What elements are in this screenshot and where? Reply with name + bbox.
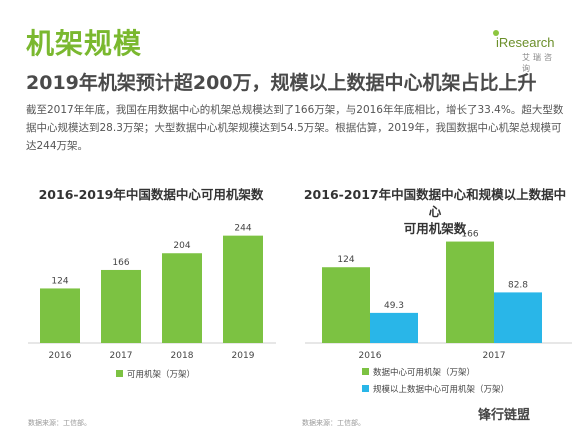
chart1-tick-label: 2018 [171,351,194,361]
chart2-title-line2: 可用机架数 [403,221,467,236]
logo-dot-icon [493,30,499,36]
chart2-title: 2016-2017年中国数据中心和规模以上数据中心 可用机架数 [300,186,570,237]
chart2-title-line1: 2016-2017年中国数据中心和规模以上数据中心 [303,187,567,219]
chart1-source: 数据来源：工信部。 [28,419,91,427]
chart1-tick-label: 2016 [49,351,72,361]
chart1-title: 2016-2019年中国数据中心可用机架数 [38,187,264,202]
chart1-data-label: 244 [234,224,251,234]
chart2-bar [494,292,542,343]
chart1-legend-label: 可用机架（万架） [127,369,195,380]
chart1-bar [40,288,80,343]
chart2-tick-label: 2017 [483,351,506,361]
page-title: 机架规模 [26,27,143,60]
chart2-bar [446,241,494,343]
chart2-data-label: 166 [461,230,478,240]
summary-paragraph: 截至2017年年底，我国在用数据中心的机架总规模达到了166万架，与2016年年… [26,104,564,152]
chart2-data-label: 82.8 [508,280,528,290]
chart2-data-label: 124 [337,255,354,265]
chart2-legend-label: 数据中心可用机架（万架） [373,367,475,378]
chart1-data-label: 124 [51,276,68,286]
chart1-bar [223,235,263,343]
chart2-legend-swatch [362,385,369,392]
watermark-text: 锋行链盟 [478,408,531,423]
logo-text: iResearch [496,35,555,50]
chart2-legend-swatch [362,368,369,375]
chart1-legend-swatch [116,370,123,377]
chart2-bar [370,312,418,343]
chart2-source: 数据来源：工信部。 [302,419,365,427]
chart1-data-label: 204 [173,241,190,251]
chart2-data-label: 49.3 [384,301,404,311]
chart2-legend-label: 规模以上数据中心可用机架（万架） [373,384,509,395]
chart1-tick-label: 2019 [232,351,255,361]
chart1-bar [162,253,202,343]
chart1-tick-label: 2017 [110,351,133,361]
chart1-data-label: 166 [112,258,129,268]
iresearch-logo: iResearch 艾瑞咨询 [488,30,562,73]
chart2-bar [322,267,370,343]
page-subtitle: 2019年机架预计超200万，规模以上数据中心机架占比上升 [26,72,537,94]
chart2-tick-label: 2016 [359,351,382,361]
logo-cn-text: 艾瑞咨询 [522,53,555,73]
chart1-bar [101,269,141,343]
